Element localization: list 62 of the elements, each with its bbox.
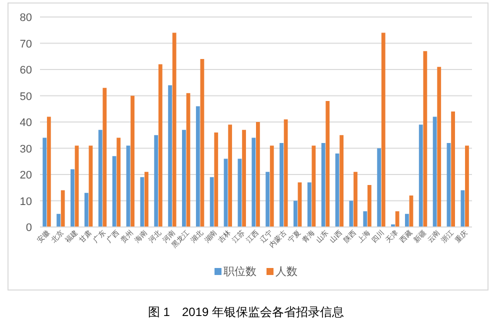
y-tick-label: 20 xyxy=(20,170,32,182)
bar xyxy=(210,177,214,227)
bar xyxy=(182,130,186,227)
bar xyxy=(270,146,274,227)
bar xyxy=(437,66,442,227)
bar xyxy=(46,116,51,227)
bar xyxy=(228,124,232,227)
legend-label: 职位数 xyxy=(224,266,256,278)
bar xyxy=(196,106,200,227)
bar xyxy=(326,101,330,227)
bar xyxy=(377,148,382,227)
bar xyxy=(56,214,61,227)
bar xyxy=(252,138,256,227)
bar xyxy=(312,146,316,227)
y-tick-label: 70 xyxy=(20,38,32,50)
bar xyxy=(460,190,465,227)
bar xyxy=(102,88,107,227)
bar xyxy=(395,211,400,227)
bar xyxy=(423,51,428,227)
bar xyxy=(130,96,134,227)
bar xyxy=(256,122,260,227)
bar xyxy=(116,138,121,227)
bar xyxy=(307,182,312,227)
y-tick-label: 40 xyxy=(20,117,32,129)
bar xyxy=(354,172,358,227)
bar xyxy=(186,93,190,227)
bar xyxy=(60,190,65,227)
bar xyxy=(363,211,368,227)
bar xyxy=(158,64,162,227)
caption: 图 1 2019 年银保监会各省招录信息 xyxy=(148,305,344,319)
bar xyxy=(367,185,372,227)
bar xyxy=(84,192,88,227)
bar xyxy=(42,138,47,227)
bar xyxy=(432,116,437,227)
bar xyxy=(168,85,172,227)
y-tick-label: 60 xyxy=(20,64,32,76)
bar xyxy=(321,143,326,227)
y-tick-label: 0 xyxy=(26,222,32,234)
bar xyxy=(266,172,270,227)
bar xyxy=(172,32,176,227)
bar xyxy=(404,214,409,227)
bar xyxy=(140,177,144,227)
bar xyxy=(70,169,74,227)
bar xyxy=(98,130,102,227)
bar xyxy=(451,112,455,227)
bar xyxy=(294,200,298,227)
bar xyxy=(144,172,148,227)
y-tick-label: 10 xyxy=(20,196,32,208)
bar xyxy=(154,135,158,227)
bar xyxy=(381,32,386,227)
bar xyxy=(340,135,344,227)
y-tick-label: 80 xyxy=(20,12,32,24)
bar xyxy=(284,119,288,227)
y-tick-label: 30 xyxy=(20,143,32,156)
bar xyxy=(214,132,218,227)
legend-label: 人数 xyxy=(276,266,298,278)
bar xyxy=(280,143,284,227)
bar xyxy=(349,200,354,227)
bar xyxy=(242,130,246,227)
y-tick-label: 50 xyxy=(20,90,32,103)
bar xyxy=(465,146,469,227)
bar xyxy=(418,124,423,227)
